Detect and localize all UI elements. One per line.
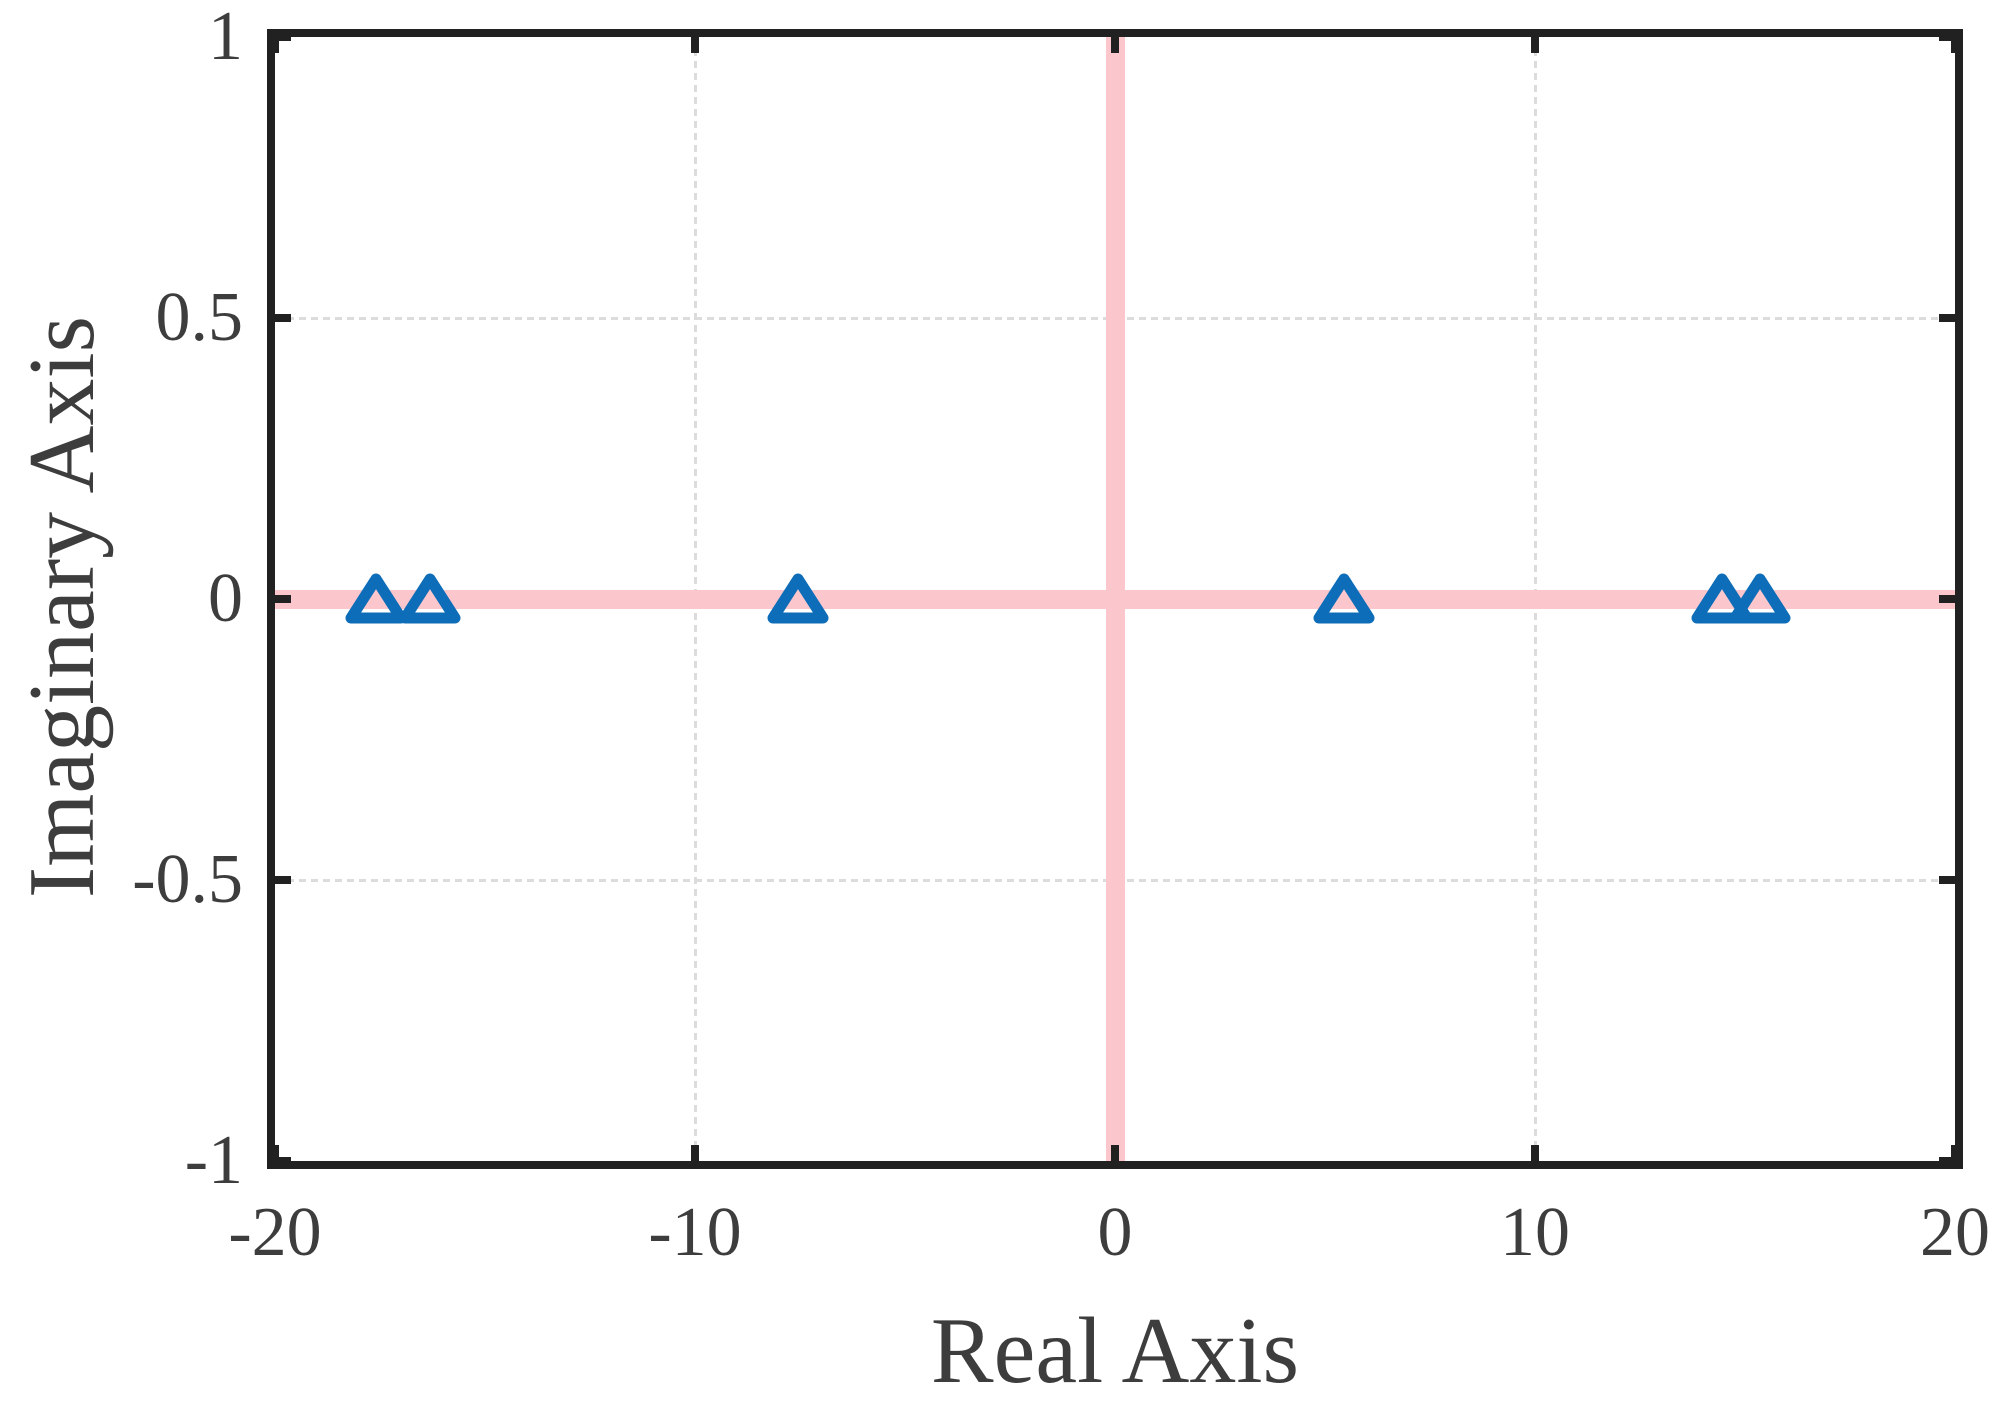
y-tick-mark [1939,595,1955,603]
plot-area [267,29,1963,1169]
x-tick-mark [1951,1145,1955,1161]
y-tick-mark [1939,314,1955,322]
plot-inner-canvas [275,37,1955,1161]
y-tick-mark [275,1157,291,1161]
eigenvalue-marker [1690,571,1754,627]
x-tick-mark [1111,1145,1119,1161]
imaginary-axis-reference-line [1105,37,1125,1161]
x-tick-mark [1531,1145,1539,1161]
x-tick-label: 0 [1097,1194,1133,1271]
x-tick-mark [1951,37,1955,53]
x-tick-mark [1531,37,1539,53]
x-tick-mark [1111,37,1119,53]
eigenvalue-marker [766,571,830,627]
y-tick-mark [275,876,291,884]
eigenvalue-marker [344,571,408,627]
y-tick-label: 0.5 [155,279,244,356]
y-tick-mark [1939,876,1955,884]
eigenvalue-marker [1728,571,1792,627]
y-tick-label: -0.5 [132,841,243,918]
x-axis-title: Real Axis [930,1299,1300,1403]
eigenvalue-marker [398,571,462,627]
y-tick-mark [275,595,291,603]
x-tick-mark [275,37,279,53]
y-tick-label: 0 [208,560,243,637]
x-tick-mark [275,1145,279,1161]
y-tick-mark [1939,1157,1955,1161]
x-tick-label: 10 [1500,1194,1570,1271]
y-axis-title: Imaginary Axis [10,315,114,899]
x-tick-label: 20 [1920,1194,1990,1271]
y-tick-label: -1 [184,1122,243,1199]
x-tick-mark [691,37,699,53]
x-tick-mark [691,1145,699,1161]
y-tick-mark [1939,37,1955,41]
eigenvalue-marker [1312,571,1376,627]
y-tick-mark [275,37,291,41]
y-tick-mark [275,314,291,322]
y-tick-label: 1 [208,0,243,75]
x-tick-label: -10 [648,1194,742,1271]
x-tick-label: -20 [228,1194,322,1271]
